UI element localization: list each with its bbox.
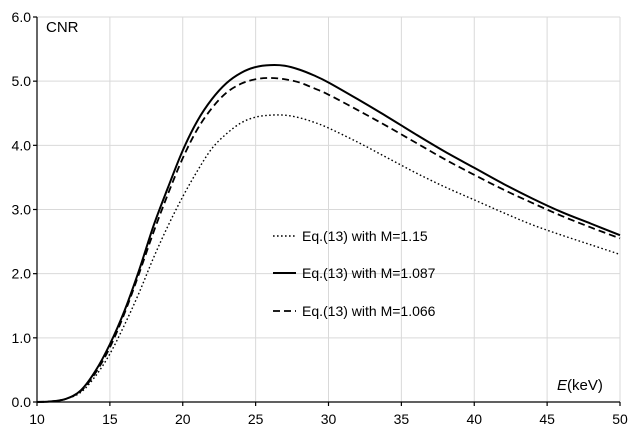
legend-label: Eq.(13) with M=1.15 xyxy=(302,228,428,244)
x-tick-label: 30 xyxy=(321,411,337,427)
x-tick-label: 45 xyxy=(539,411,555,427)
legend: Eq.(13) with M=1.15 Eq.(13) with M=1.087 E… xyxy=(273,228,436,319)
tick-labels: 10 15 20 25 30 35 40 45 50 0.0 1.0 2.0 3.0 4.0 5.0 6.0 xyxy=(12,9,628,427)
series-lines xyxy=(36,64,621,403)
series-line-dashed xyxy=(36,77,621,403)
x-axis-title-variable: E xyxy=(557,377,568,394)
y-tick-label: 5.0 xyxy=(12,73,32,89)
legend-label: Eq.(13) with M=1.066 xyxy=(302,303,436,319)
x-tick-label: 20 xyxy=(175,411,191,427)
axes xyxy=(33,16,621,406)
y-tick-label: 1.0 xyxy=(12,330,32,346)
x-tick-label: 25 xyxy=(248,411,264,427)
x-axis-title: E(keV) xyxy=(557,377,603,394)
y-tick-label: 2.0 xyxy=(12,266,32,282)
legend-label: Eq.(13) with M=1.087 xyxy=(302,265,436,281)
y-tick-label: 6.0 xyxy=(12,9,32,25)
y-tick-label: 0.0 xyxy=(12,394,32,410)
x-tick-label: 35 xyxy=(394,411,410,427)
x-axis-title-unit: (keV) xyxy=(567,377,603,394)
x-tick-label: 50 xyxy=(612,411,628,427)
y-tick-label: 3.0 xyxy=(12,202,32,218)
series-line-solid xyxy=(36,64,621,403)
grid xyxy=(37,16,621,402)
x-tick-label: 10 xyxy=(29,411,45,427)
y-tick-label: 4.0 xyxy=(12,137,32,153)
x-tick-label: 40 xyxy=(466,411,482,427)
y-axis-title: CNR xyxy=(46,19,79,36)
x-tick-label: 15 xyxy=(102,411,118,427)
